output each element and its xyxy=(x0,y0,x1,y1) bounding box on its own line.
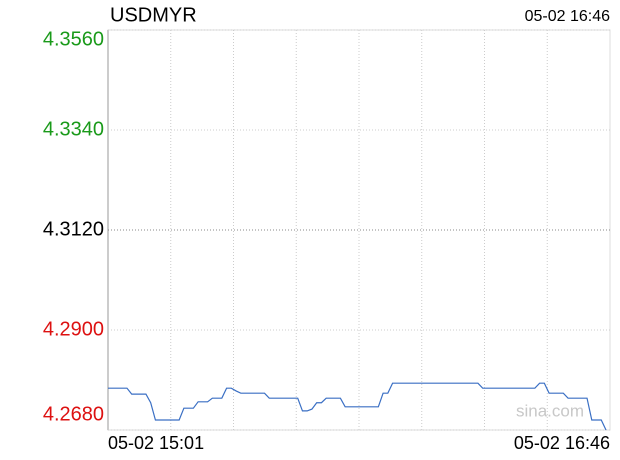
y-tick-label: 4.3120 xyxy=(43,218,104,240)
chart-title: USDMYR xyxy=(110,4,197,26)
update-time: 05-02 16:46 xyxy=(525,8,611,25)
y-tick-label: 4.2680 xyxy=(43,403,104,425)
watermark: sina.com xyxy=(516,401,584,420)
price-line xyxy=(108,382,607,431)
y-tick-label: 4.2900 xyxy=(43,318,104,340)
x-tick-label: 05-02 16:46 xyxy=(514,433,610,453)
x-tick-label: 05-02 15:01 xyxy=(108,433,204,453)
y-tick-label: 4.3340 xyxy=(43,118,104,140)
y-tick-label: 4.3560 xyxy=(43,28,104,50)
